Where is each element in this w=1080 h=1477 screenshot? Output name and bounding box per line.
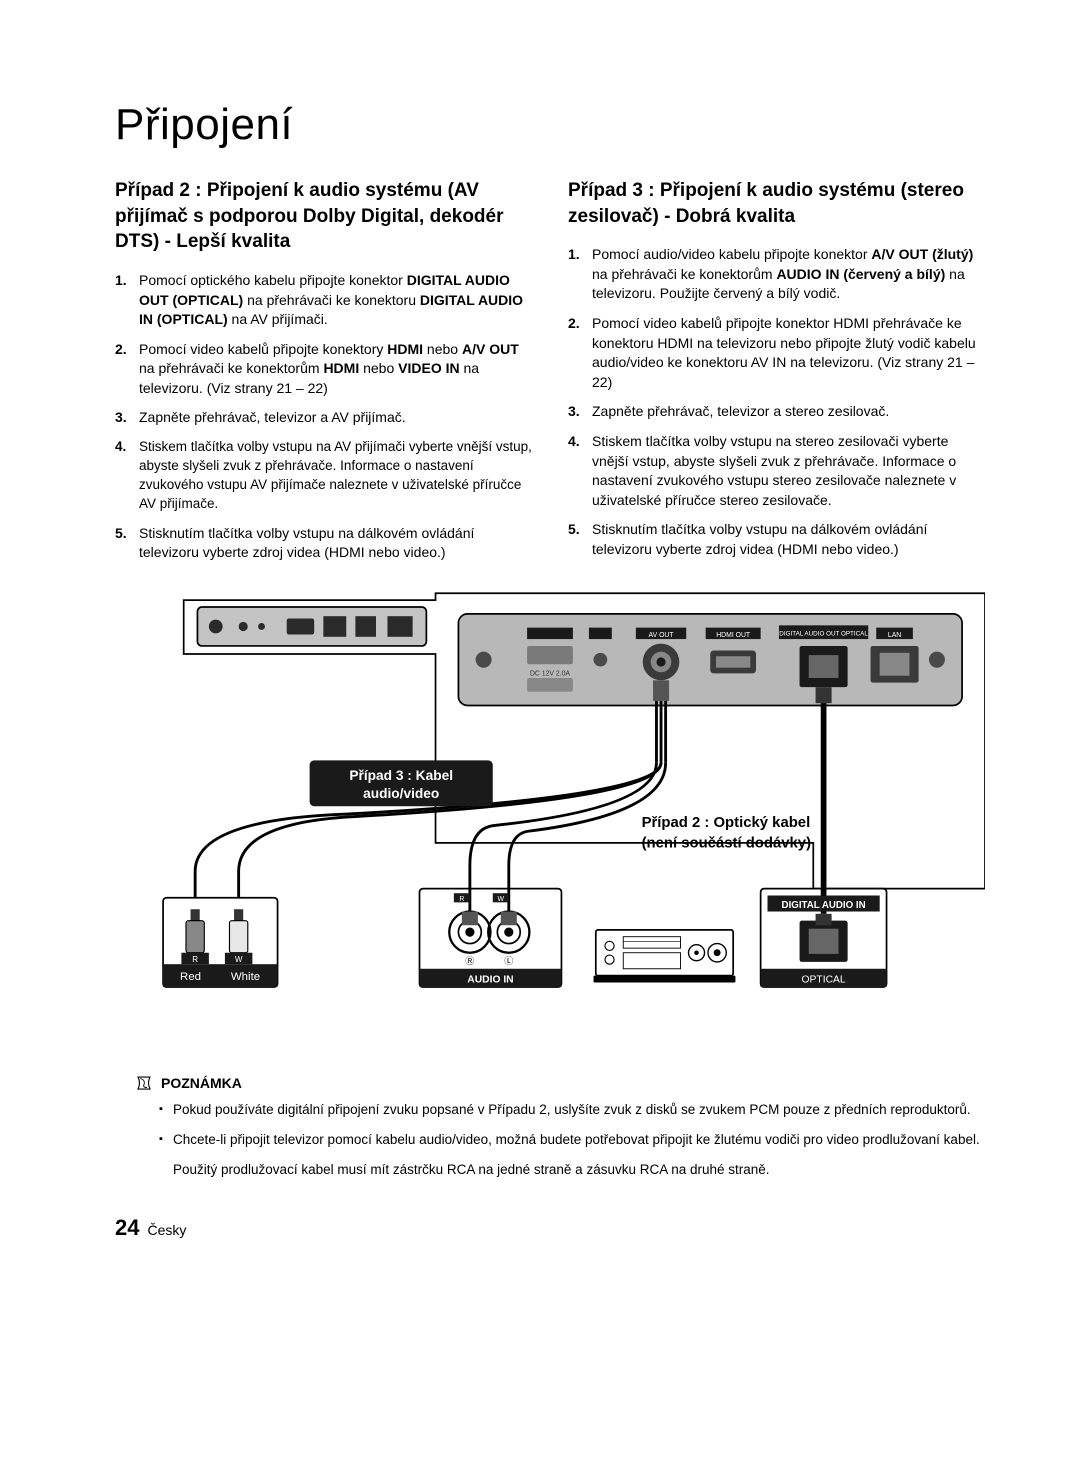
- columns: Případ 2 : Připojení k audio systému (AV…: [115, 178, 985, 573]
- t: nebo: [359, 360, 398, 376]
- svg-text:LAN: LAN: [888, 632, 901, 639]
- step: Pomocí video kabelů připojte konektor HD…: [568, 314, 985, 392]
- connection-diagram: AV OUT HDMI OUT DIGITAL AUDIO OUT OPTICA…: [115, 591, 985, 1015]
- t: VIDEO IN: [398, 360, 459, 376]
- note-list: Pokud používáte digitální připojení zvuk…: [135, 1100, 985, 1149]
- t: nebo: [423, 341, 462, 357]
- t: Pomocí video kabelů připojte konektory: [139, 341, 387, 357]
- page-lang: Česky: [147, 1222, 186, 1238]
- page-title: Připojení: [115, 100, 985, 150]
- page-footer: 24 Česky: [115, 1215, 985, 1241]
- svg-text:OPTICAL: OPTICAL: [802, 974, 846, 985]
- step: Stisknutím tlačítka volby vstupu na dálk…: [115, 524, 532, 563]
- case2-heading: Případ 2 : Připojení k audio systému (AV…: [115, 178, 532, 255]
- step: Pomocí optického kabelu připojte konekto…: [115, 271, 532, 330]
- note-icon: [135, 1074, 153, 1092]
- t: A/V OUT: [462, 341, 519, 357]
- note-block: POZNÁMKA Pokud používáte digitální připo…: [115, 1074, 985, 1179]
- case2-steps: Pomocí optického kabelu připojte konekto…: [115, 271, 532, 563]
- note-label: POZNÁMKA: [161, 1075, 242, 1091]
- step: Zapněte přehrávač, televizor a AV přijím…: [115, 408, 532, 428]
- svg-text:White: White: [231, 971, 260, 983]
- small-rear-panel: [197, 607, 426, 646]
- note-sub: Použitý prodlužovací kabel musí mít zást…: [135, 1160, 985, 1180]
- case2-label-1: Případ 2 : Optický kabel: [642, 815, 811, 831]
- step: Stiskem tlačítka volby vstupu na AV přij…: [115, 438, 532, 514]
- step: Pomocí audio/video kabelu připojte konek…: [568, 245, 985, 304]
- page-number: 24: [115, 1215, 139, 1241]
- t: na přehrávači ke konektorům: [592, 266, 776, 282]
- t: HDMI: [323, 360, 359, 376]
- svg-text:R: R: [459, 896, 464, 903]
- t: AUDIO IN (červený a bílý): [776, 266, 945, 282]
- step: Pomocí video kabelů připojte konektory H…: [115, 340, 532, 399]
- step: Stisknutím tlačítka volby vstupu na dálk…: [568, 520, 985, 559]
- receiver-icon: [593, 930, 735, 983]
- t: na přehrávači ke konektorům: [139, 360, 323, 376]
- t: HDMI: [387, 341, 423, 357]
- t: A/V OUT (žlutý): [871, 246, 973, 262]
- note-item: Pokud používáte digitální připojení zvuk…: [159, 1100, 985, 1120]
- svg-text:DIGITAL AUDIO OUT OPTICAL: DIGITAL AUDIO OUT OPTICAL: [779, 630, 868, 637]
- audio-in-box: R W Ⓡ Ⓛ AUDIO IN: [420, 888, 562, 986]
- svg-text:DC 12V 2.0A: DC 12V 2.0A: [530, 671, 570, 678]
- svg-text:AUDIO IN: AUDIO IN: [467, 974, 513, 985]
- svg-text:Ⓛ: Ⓛ: [504, 956, 513, 966]
- note-heading: POZNÁMKA: [135, 1074, 985, 1092]
- right-column: Případ 3 : Připojení k audio systému (st…: [568, 178, 985, 573]
- case2-label-2: (není součástí dodávky): [642, 835, 811, 851]
- step: Stiskem tlačítka volby vstupu na stereo …: [568, 432, 985, 510]
- svg-text:Red: Red: [180, 971, 201, 983]
- t: na přehrávači ke konektoru: [243, 292, 420, 308]
- t: na AV přijímači.: [228, 311, 328, 327]
- left-column: Případ 2 : Připojení k audio systému (AV…: [115, 178, 532, 573]
- svg-text:W: W: [235, 955, 243, 964]
- rca-plugs-box: R W Red White: [163, 898, 277, 987]
- svg-text:W: W: [498, 896, 505, 903]
- svg-text:DIGITAL AUDIO IN: DIGITAL AUDIO IN: [782, 900, 866, 911]
- optical-in-box: DIGITAL AUDIO IN OPTICAL: [761, 888, 887, 986]
- step: Zapněte přehrávač, televizor a stereo ze…: [568, 402, 985, 422]
- svg-text:AV OUT: AV OUT: [649, 632, 675, 639]
- case3-heading: Případ 3 : Připojení k audio systému (st…: [568, 178, 985, 229]
- diagram-svg: AV OUT HDMI OUT DIGITAL AUDIO OUT OPTICA…: [115, 591, 985, 1015]
- t: Pomocí optického kabelu připojte konekto…: [139, 272, 407, 288]
- optical-cable: [816, 687, 832, 914]
- svg-text:HDMI OUT: HDMI OUT: [716, 632, 751, 639]
- case3-steps: Pomocí audio/video kabelu připojte konek…: [568, 245, 985, 559]
- large-rear-panel: AV OUT HDMI OUT DIGITAL AUDIO OUT OPTICA…: [458, 614, 962, 706]
- note-item: Chcete-li připojit televizor pomocí kabe…: [159, 1130, 985, 1150]
- t: Pomocí audio/video kabelu připojte konek…: [592, 246, 871, 262]
- svg-text:R: R: [192, 955, 198, 964]
- svg-text:Ⓡ: Ⓡ: [465, 956, 474, 966]
